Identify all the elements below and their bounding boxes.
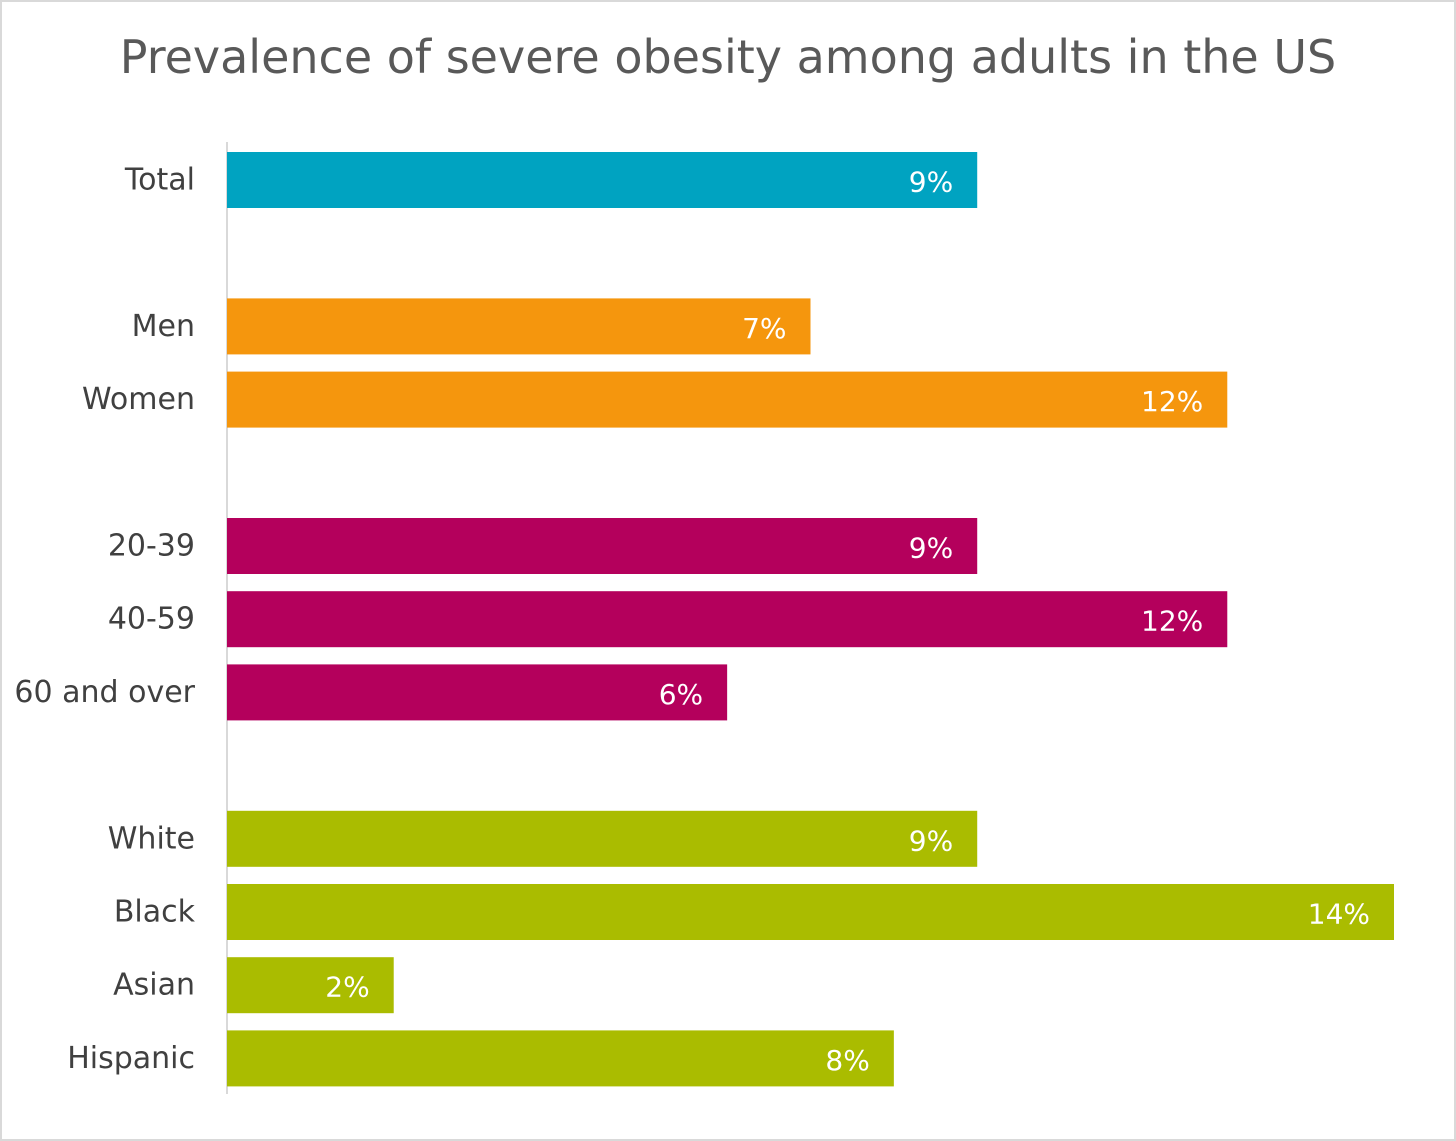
category-label-40-59: 40-59 — [108, 602, 195, 637]
data-label-60-and-over: 6% — [659, 678, 703, 711]
bar-white — [227, 810, 978, 867]
data-label-40-59: 12% — [1141, 605, 1203, 638]
data-label-women: 12% — [1141, 385, 1203, 418]
data-label-men: 7% — [742, 312, 786, 345]
category-label-asian: Asian — [113, 968, 195, 1003]
bar-total — [227, 152, 978, 208]
category-label-men: Men — [132, 309, 195, 344]
data-label-total: 9% — [909, 166, 953, 199]
data-label-20-39: 9% — [909, 532, 953, 565]
bar-women — [227, 371, 1228, 428]
data-label-asian: 2% — [325, 971, 369, 1004]
category-label-20-39: 20-39 — [108, 529, 195, 564]
category-label-60-and-over: 60 and over — [14, 675, 195, 710]
bar-asian — [227, 957, 394, 1014]
category-label-black: Black — [114, 895, 196, 930]
bar-black — [227, 884, 1394, 940]
data-label-white: 9% — [909, 824, 953, 857]
bar-60-and-over — [227, 664, 728, 721]
category-label-hispanic: Hispanic — [67, 1041, 195, 1076]
bar-40-59 — [227, 591, 1228, 648]
data-label-black: 14% — [1308, 898, 1370, 931]
category-label-white: White — [108, 821, 195, 856]
data-label-hispanic: 8% — [825, 1044, 869, 1077]
bars-layer: Total 9% Men 7% Women 12% 20-39 9% 40-59 12% 60 an… — [14, 152, 1394, 1087]
bar-20-39 — [227, 518, 978, 574]
bar-hispanic — [227, 1030, 894, 1087]
bar-men — [227, 298, 811, 355]
category-label-total: Total — [124, 163, 195, 198]
chart-title: Prevalence of severe obesity among adult… — [119, 30, 1337, 84]
category-label-women: Women — [82, 382, 195, 417]
